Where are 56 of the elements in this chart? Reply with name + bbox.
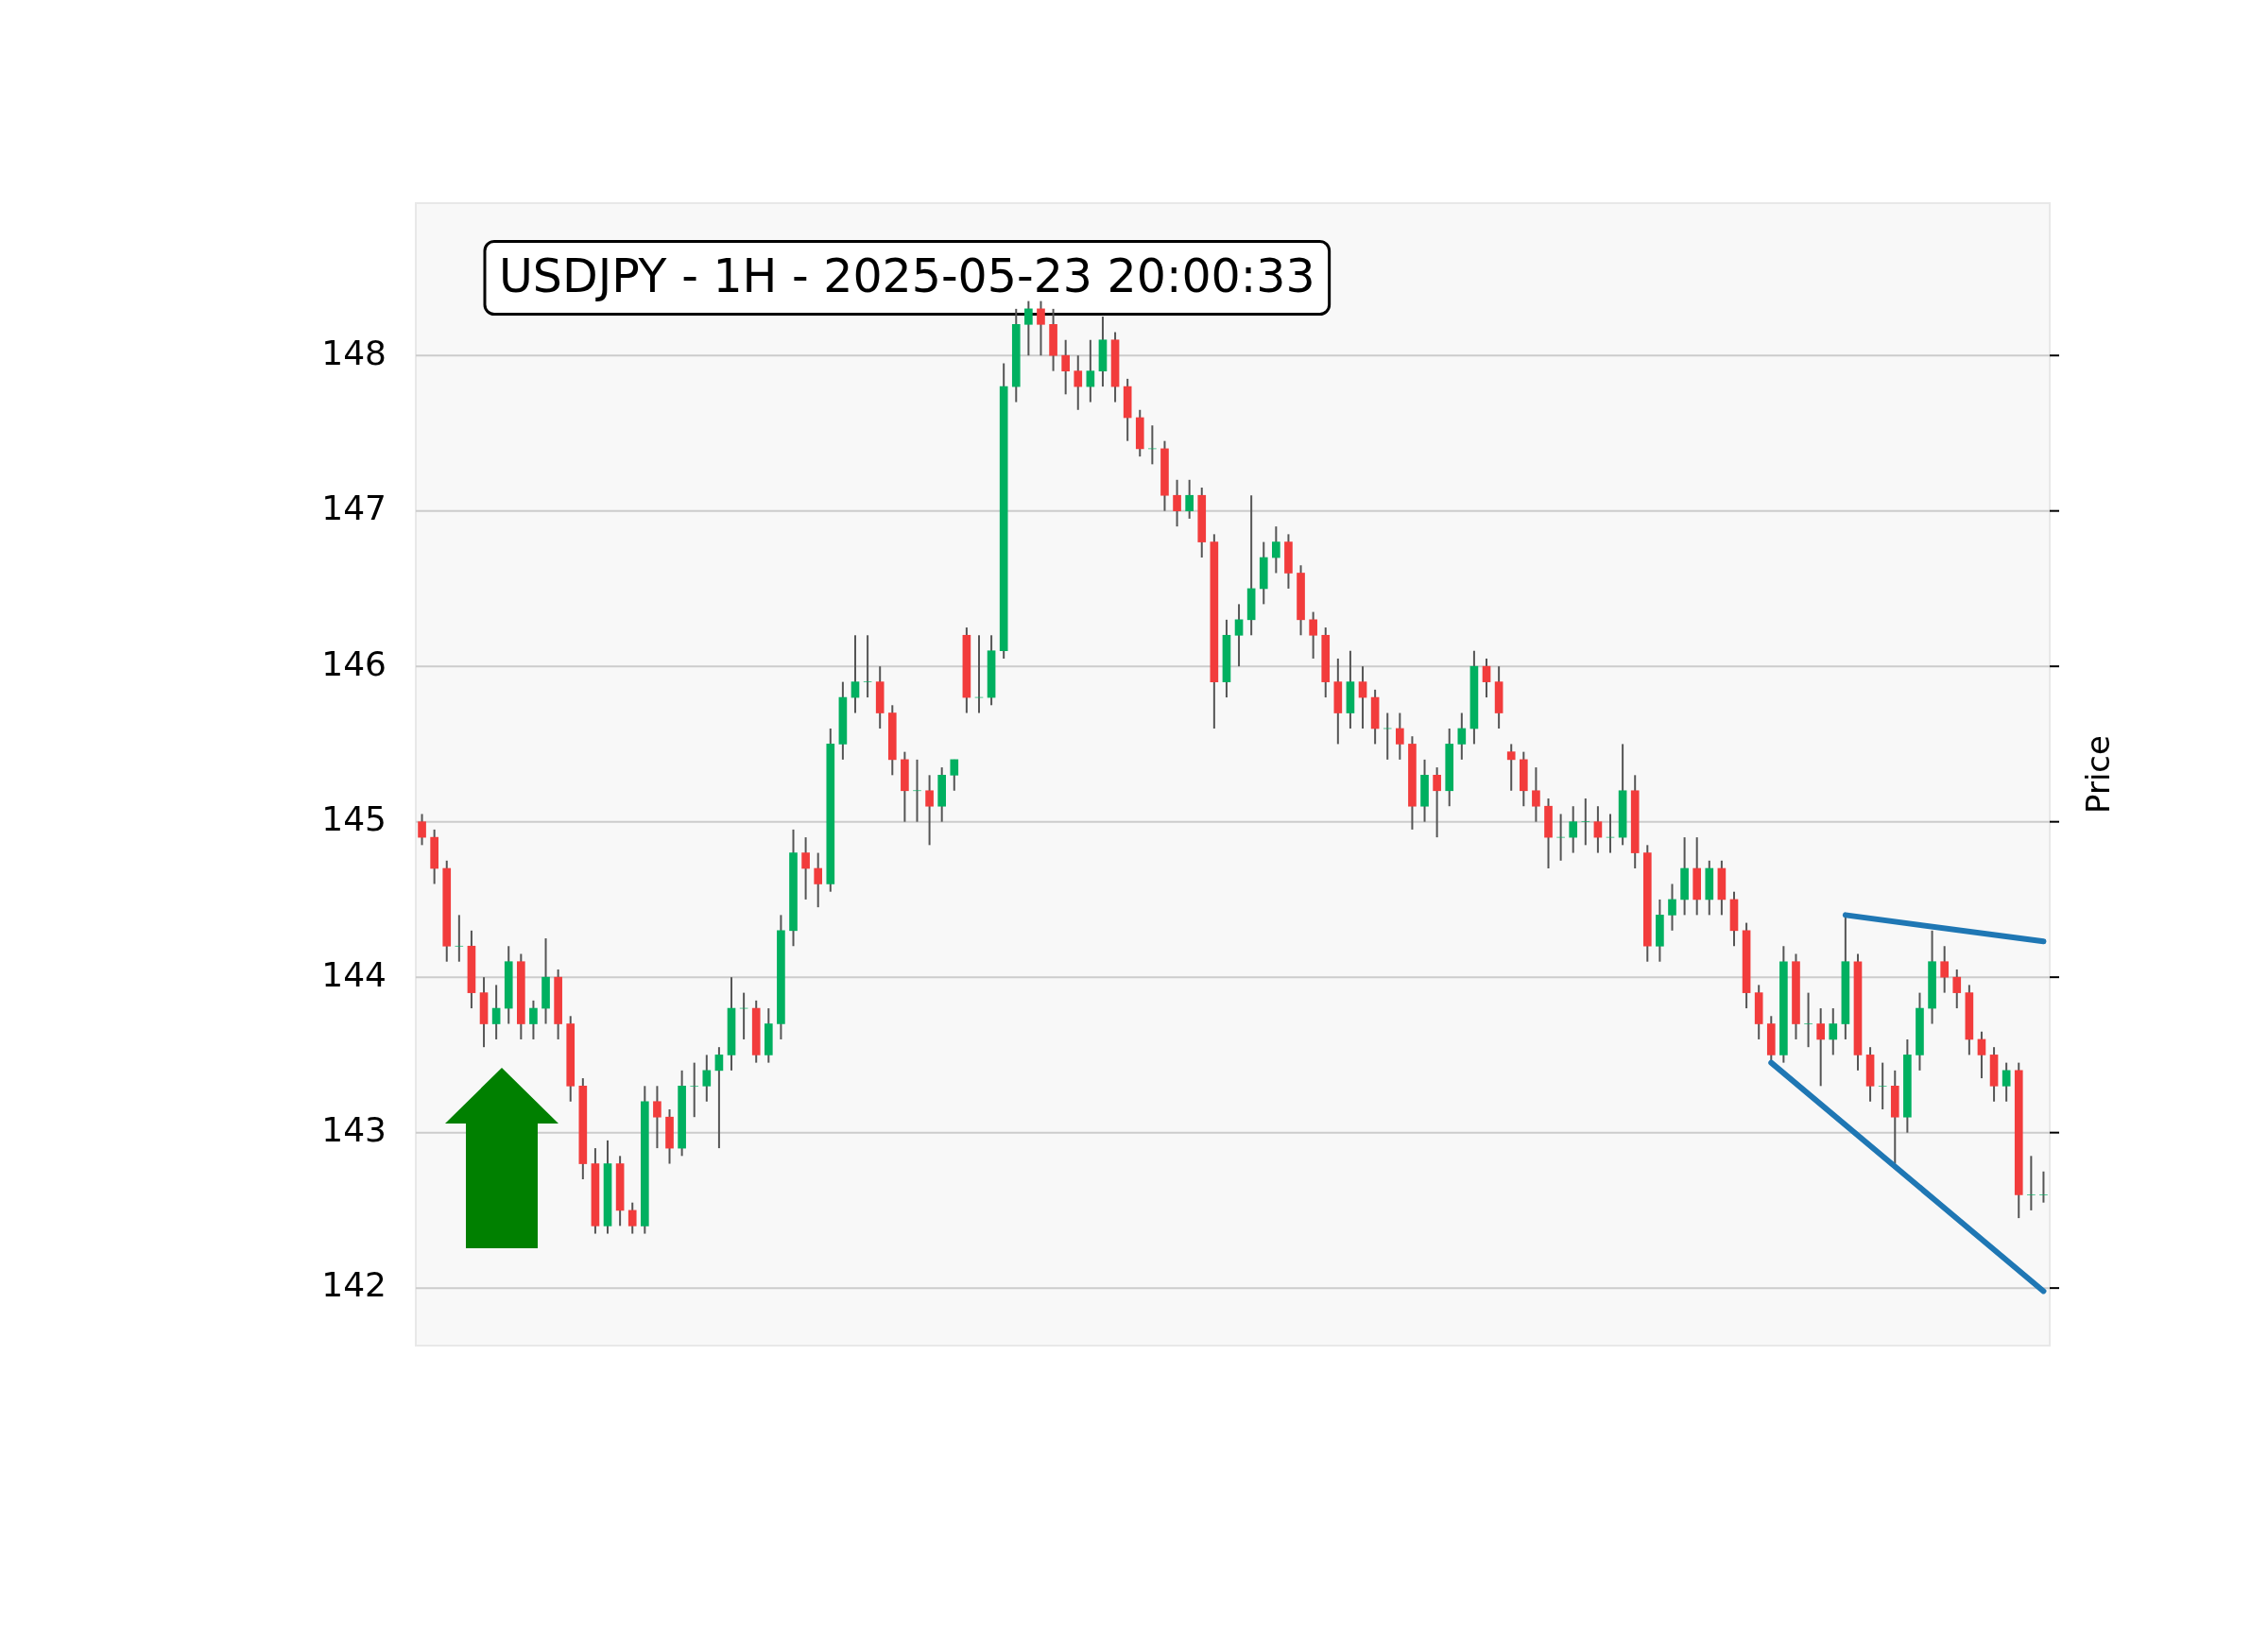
candlestick <box>1569 805 1578 854</box>
candlestick <box>1185 478 1194 520</box>
candlestick <box>1074 354 1083 411</box>
candlestick <box>1940 945 1949 994</box>
y-tick-label: 145 <box>321 799 387 839</box>
candlestick <box>1396 712 1404 761</box>
candlestick <box>1234 603 1244 668</box>
candlestick <box>627 1201 637 1235</box>
candlestick <box>1309 610 1317 660</box>
candlestick <box>1829 1007 1838 1056</box>
candlestick <box>863 634 872 699</box>
candlestick <box>925 774 934 847</box>
candlestick <box>529 999 538 1040</box>
candlestick <box>1173 478 1181 528</box>
candlestick <box>1593 805 1603 854</box>
y-tick-label: 146 <box>321 643 387 683</box>
candlestick <box>1581 798 1590 847</box>
candlestick <box>418 813 426 847</box>
candlestick <box>801 836 810 901</box>
candlestick <box>850 634 860 714</box>
candlestick <box>1272 525 1280 575</box>
candlestick <box>491 984 501 1040</box>
candlestick <box>1878 1061 1887 1110</box>
candlestick <box>1086 338 1095 403</box>
candlestick <box>1952 968 1962 1010</box>
candlestick <box>1506 743 1516 792</box>
candlestick <box>2039 1170 2048 1204</box>
candlestick <box>653 1085 662 1150</box>
candlestick <box>1457 712 1467 761</box>
candlestick <box>1358 665 1367 729</box>
y-tick-label: 147 <box>321 489 387 528</box>
candlestick <box>1037 300 1045 357</box>
candlestick <box>913 758 921 823</box>
candlestick <box>814 851 823 909</box>
y-tick-label: 144 <box>321 954 387 994</box>
y-tick-label: 143 <box>321 1110 387 1150</box>
text: USDJPY - 1H - 2025-05-23 20:00:33 <box>499 249 1315 303</box>
candlestick <box>455 914 464 963</box>
candlestick <box>1482 657 1491 699</box>
candlestick <box>1433 766 1441 839</box>
y-tick-label: 148 <box>321 333 387 372</box>
candlestick <box>2027 1155 2036 1211</box>
candlestick <box>1816 1007 1826 1088</box>
candlestick <box>1977 1030 1986 1080</box>
candlestick <box>2002 1061 2011 1103</box>
candlestick <box>1061 338 1070 396</box>
candlestick <box>714 1046 724 1150</box>
candlestick <box>690 1061 699 1119</box>
candlestick <box>1804 991 1813 1049</box>
candlestick <box>702 1054 712 1103</box>
y-tick-label: 142 <box>321 1265 387 1305</box>
candlestick <box>1532 766 1540 823</box>
candlestick <box>950 758 959 792</box>
candlestick <box>1024 300 1033 357</box>
candlestick <box>1668 883 1676 932</box>
y-axis-title: Price <box>2078 735 2117 814</box>
